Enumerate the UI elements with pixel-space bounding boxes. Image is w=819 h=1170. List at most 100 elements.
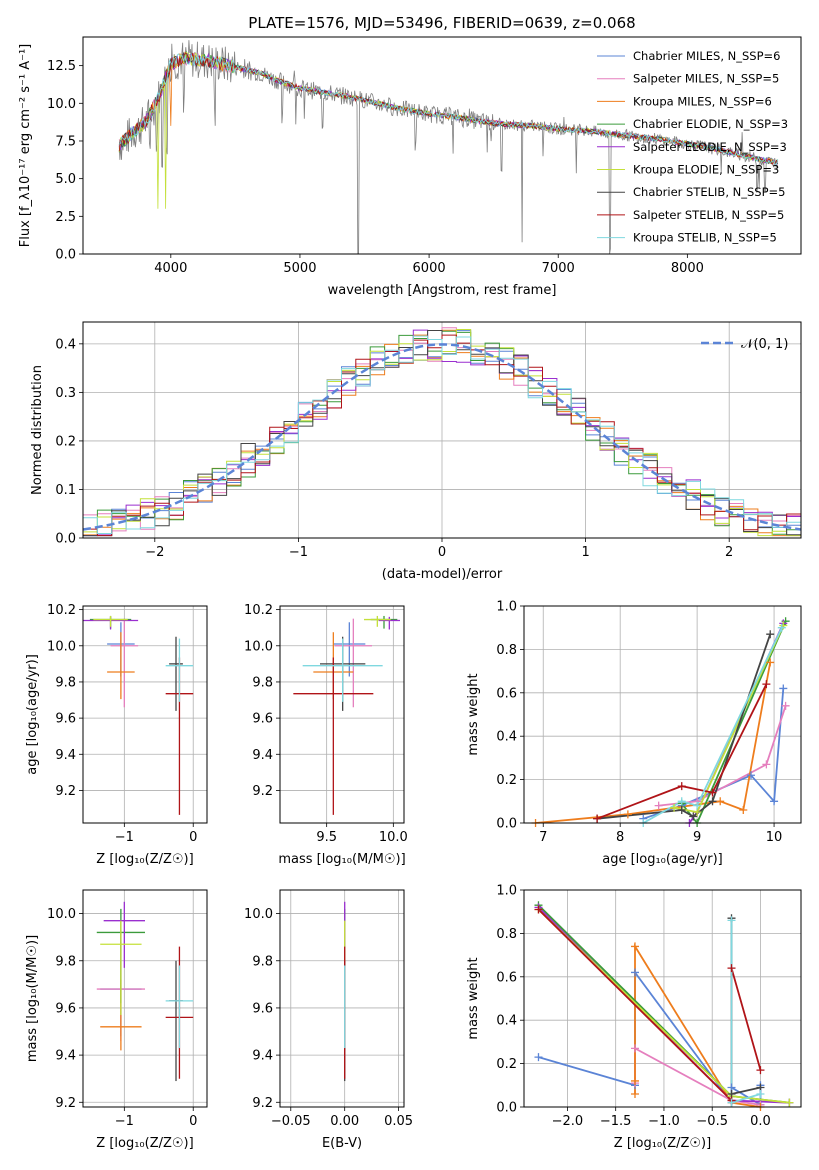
- age_vs_Z-ytick-label: 9.2: [55, 784, 76, 799]
- spectrum-ytick-label: 7.5: [55, 134, 76, 149]
- mass_vs_ebv-ytick-label: 9.2: [252, 1096, 273, 1111]
- normal-curve: [83, 343, 801, 531]
- weight_vs_Z-ytick-label: 0.2: [496, 1057, 517, 1072]
- spectrum-frame: [82, 36, 802, 255]
- residuals-xtick-label: 0: [438, 545, 446, 560]
- weight_vs_age-series-line: [642, 627, 783, 823]
- age_vs_mass-ytick-label: 10.0: [244, 639, 273, 654]
- age_vs_Z-ytick-label: 9.8: [55, 675, 76, 690]
- age_vs_mass-ytick-label: 9.8: [252, 675, 273, 690]
- mass_vs_ebv-xtick-label: 0.05: [384, 1114, 413, 1129]
- age_vs_mass-panel: 9.5 10.0 9.2 9.4 9.6 9.8 10.0 10.2 mass [log₁₀(M…: [244, 603, 408, 867]
- weight_vs_Z-xlabel: Z [log₁₀(Z/Z☉)]: [614, 1136, 711, 1151]
- spectrum-ytick-label: 2.5: [55, 210, 76, 225]
- weight_vs_Z-xtick-label: −2.0: [552, 1114, 584, 1129]
- residuals-ytick-label: 0.4: [55, 337, 76, 352]
- weight_vs_age-marker: [766, 658, 775, 667]
- age_vs_Z-panel: −1 0 9.2 9.4 9.6 9.8 10.0 10.2 Z [log₁₀(Z/Z☉)] ag…: [25, 603, 208, 867]
- residuals-ylabel: Normed distribution: [30, 365, 45, 495]
- spectrum-ytick-label: 12.5: [47, 59, 76, 74]
- spectrum-xtick-label: 8000: [671, 261, 704, 276]
- legend-entry: Chabrier ELODIE, N_SSP=3: [633, 117, 788, 131]
- weight_vs_age-ytick-label: 0.0: [496, 817, 517, 832]
- mass_vs_Z-ytick-label: 10.0: [47, 907, 76, 922]
- weight_vs_Z-marker: [630, 1089, 639, 1098]
- weight_vs_Z-marker: [756, 1089, 765, 1098]
- residuals-ytick-label: 0.0: [55, 532, 76, 547]
- weight_vs_age-marker: [708, 788, 717, 797]
- weight_vs_age-marker: [777, 623, 786, 632]
- mass_vs_Z-xlabel: Z [log₁₀(Z/Z☉)]: [96, 1136, 193, 1151]
- legend-entry: Kroupa MILES, N_SSP=6: [633, 94, 772, 108]
- spectrum-ytick-label: 10.0: [47, 97, 76, 112]
- weight_vs_age-marker: [623, 810, 632, 819]
- weight_vs_Z-marker: [785, 1098, 794, 1107]
- weight_vs_Z-frame: [523, 889, 802, 1108]
- weight_vs_age-marker: [781, 701, 790, 710]
- residuals-frame: [82, 321, 802, 539]
- residuals-xlabel: (data-model)/error: [382, 567, 503, 582]
- age_vs_mass-ytick-label: 9.4: [252, 748, 273, 763]
- mass_vs_ebv-ytick-label: 10.0: [244, 907, 273, 922]
- weight_vs_Z-marker: [630, 968, 639, 977]
- legend-entry: Salpeter STELIB, N_SSP=5: [633, 208, 784, 222]
- weight_vs_Z-marker: [534, 1053, 543, 1062]
- legend-entry: Chabrier MILES, N_SSP=6: [633, 49, 780, 63]
- age_vs_mass-plot-area: [293, 615, 400, 815]
- spectrum-ylabel: Flux [f_λ10⁻¹⁷ erg cm⁻² s⁻¹ A⁻¹]: [18, 44, 33, 248]
- weight_vs_age-ytick-label: 1.0: [496, 600, 517, 615]
- mass_vs_ebv-xlabel: E(B-V): [322, 1136, 362, 1151]
- residuals-plot-area: [83, 327, 801, 537]
- spectrum-xtick-label: 5000: [283, 261, 316, 276]
- mass_vs_ebv-frame: [279, 889, 405, 1108]
- residuals-xtick-label: −2: [145, 545, 164, 560]
- weight_vs_Z-ytick-label: 1.0: [496, 884, 517, 899]
- weight_vs_age-marker: [746, 771, 755, 780]
- weight_vs_age-marker: [762, 680, 771, 689]
- mass_vs_Z-plot-area: [96, 901, 194, 1082]
- mass_vs_Z-ytick-label: 9.6: [55, 1001, 76, 1016]
- spectrum-ytick-label: 5.0: [55, 172, 76, 187]
- weight_vs_age-xlabel: age [log₁₀(age/yr)]: [602, 852, 723, 867]
- legend-entry: 𝒩(0, 1): [741, 337, 788, 352]
- legend-entry: Kroupa STELIB, N_SSP=5: [633, 231, 777, 245]
- residuals-xtick-label: 2: [725, 545, 733, 560]
- weight_vs_age-ylabel: mass weight: [466, 673, 481, 755]
- weight_vs_Z-ytick-label: 0.0: [496, 1101, 517, 1116]
- residuals-ytick-label: 0.2: [55, 434, 76, 449]
- mass_vs_ebv-panel: −0.05 0.00 0.05 9.2 9.4 9.6 9.8 10.0 E(B-V): [244, 889, 413, 1151]
- residuals-panel: −2 −1 0 1 2 0.0 0.1 0.2 0.3 0.4 (data-model)/error…: [30, 321, 802, 582]
- spectrum-xtick-label: 7000: [542, 261, 575, 276]
- chart-title: PLATE=1576, MJD=53496, FIBERID=0639, z=0…: [248, 14, 635, 32]
- spectrum-plot-area: [118, 40, 779, 254]
- age_vs_Z-ytick-label: 10.0: [47, 639, 76, 654]
- weight_vs_Z-xtick-label: −0.5: [696, 1114, 728, 1129]
- age_vs_Z-ytick-label: 9.6: [55, 712, 76, 727]
- mass_vs_ebv-ytick-label: 9.4: [252, 1049, 273, 1064]
- mass_vs_Z-ytick-label: 9.2: [55, 1096, 76, 1111]
- age_vs_mass-frame: [279, 605, 405, 824]
- age_vs_mass-ytick-label: 9.2: [252, 784, 273, 799]
- weight_vs_Z-marker: [727, 964, 736, 973]
- spectrum-panel: 4000 5000 6000 7000 8000 0.0 2.5 5.0 7.5 10.0 12.5…: [18, 14, 802, 298]
- weight_vs_age-marker: [708, 797, 717, 806]
- weight_vs_age-ytick-label: 0.2: [496, 773, 517, 788]
- weight_vs_age-marker: [739, 805, 748, 814]
- weight_vs_age-series-line: [597, 633, 772, 820]
- legend-entry: Salpeter MILES, N_SSP=5: [633, 72, 779, 86]
- weight_vs_Z-marker: [727, 916, 736, 925]
- residuals-ytick-label: 0.3: [55, 386, 76, 401]
- weight_vs_age-xtick-label: 10: [766, 830, 783, 845]
- spectrum-xtick-label: 4000: [154, 261, 187, 276]
- weight_vs_age-marker: [693, 801, 702, 810]
- weight_vs_age-ytick-label: 0.8: [496, 643, 517, 658]
- weight_vs_age-frame: [523, 605, 802, 824]
- legend-entry: Kroupa ELODIE, N_SSP=3: [633, 163, 779, 177]
- weight_vs_Z-series-line: [730, 918, 761, 1096]
- weight_vs_age-marker: [670, 803, 679, 812]
- mass_vs_ebv-xtick-label: −0.05: [271, 1114, 311, 1129]
- age_vs_mass-ytick-label: 9.6: [252, 712, 273, 727]
- weight_vs_Z-ytick-label: 0.8: [496, 927, 517, 942]
- weight_vs_Z-xtick-label: −1.5: [600, 1114, 632, 1129]
